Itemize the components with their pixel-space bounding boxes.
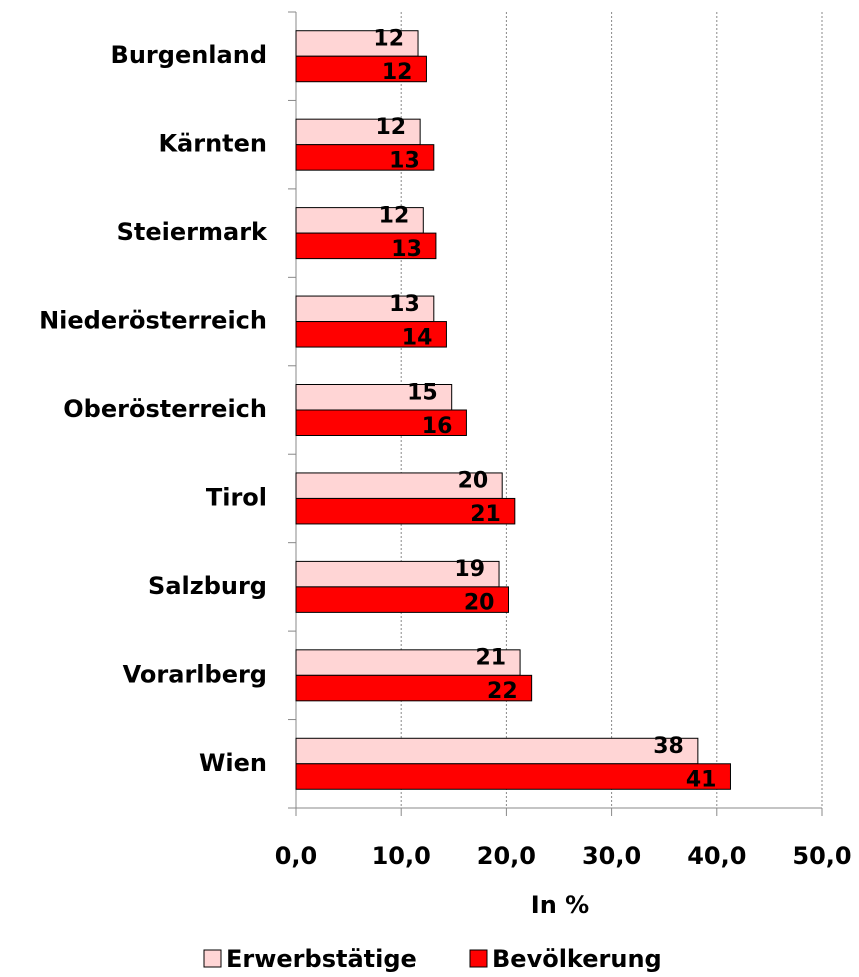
bar [295, 232, 437, 260]
y-tick-label: Vorarlberg [123, 660, 267, 688]
data-label: 20 [458, 469, 489, 494]
legend-label: Erwerbstätige [226, 945, 417, 973]
x-tick-label: 20,0 [477, 842, 536, 870]
y-tick-label: Tirol [206, 483, 267, 511]
y-tick-label: Wien [199, 749, 267, 777]
data-label: 13 [389, 292, 420, 317]
y-tick-label: Burgenland [111, 41, 267, 69]
data-label: 14 [402, 325, 433, 350]
bar [295, 207, 424, 234]
data-label: 38 [653, 734, 684, 759]
x-axis-title: In % [531, 891, 589, 919]
data-label: 22 [487, 679, 518, 704]
y-tick-label: Oberösterreich [63, 395, 267, 423]
data-label: 12 [373, 26, 404, 51]
data-label: 12 [376, 115, 407, 140]
bar [295, 118, 421, 146]
bar [295, 763, 731, 790]
bar [295, 55, 427, 83]
bar [295, 295, 435, 323]
bar [295, 586, 510, 613]
bar [295, 497, 516, 525]
y-tick-label: Steiermark [117, 218, 268, 246]
data-label: 12 [382, 60, 413, 85]
data-label: 16 [422, 414, 453, 439]
data-label: 13 [389, 148, 420, 173]
data-label: 41 [686, 768, 717, 793]
data-label: 21 [475, 646, 506, 671]
data-label: 12 [379, 203, 410, 228]
bar [295, 144, 435, 171]
bar [295, 737, 699, 765]
data-label: 15 [407, 380, 438, 405]
x-tick-label: 50,0 [792, 842, 851, 870]
x-tick-label: 30,0 [582, 842, 641, 870]
data-label: 20 [464, 591, 495, 616]
bar [295, 30, 419, 57]
bar [295, 649, 521, 676]
x-tick-label: 10,0 [372, 842, 431, 870]
bar [295, 560, 500, 588]
legend-swatch [203, 949, 222, 968]
legend-swatch [469, 949, 488, 968]
data-label: 19 [454, 557, 485, 582]
bar [295, 674, 533, 702]
x-tick-label: 40,0 [687, 842, 746, 870]
bar [295, 321, 447, 348]
data-label: 21 [470, 502, 501, 527]
bar [295, 472, 503, 499]
legend-label: Bevölkerung [492, 945, 662, 973]
bar [295, 409, 467, 436]
y-tick-label: Kärnten [158, 130, 267, 158]
data-label: 13 [391, 237, 422, 262]
y-tick-label: Salzburg [148, 572, 267, 600]
x-tick-label: 0,0 [275, 842, 318, 870]
y-tick-label: Niederösterreich [39, 307, 267, 335]
